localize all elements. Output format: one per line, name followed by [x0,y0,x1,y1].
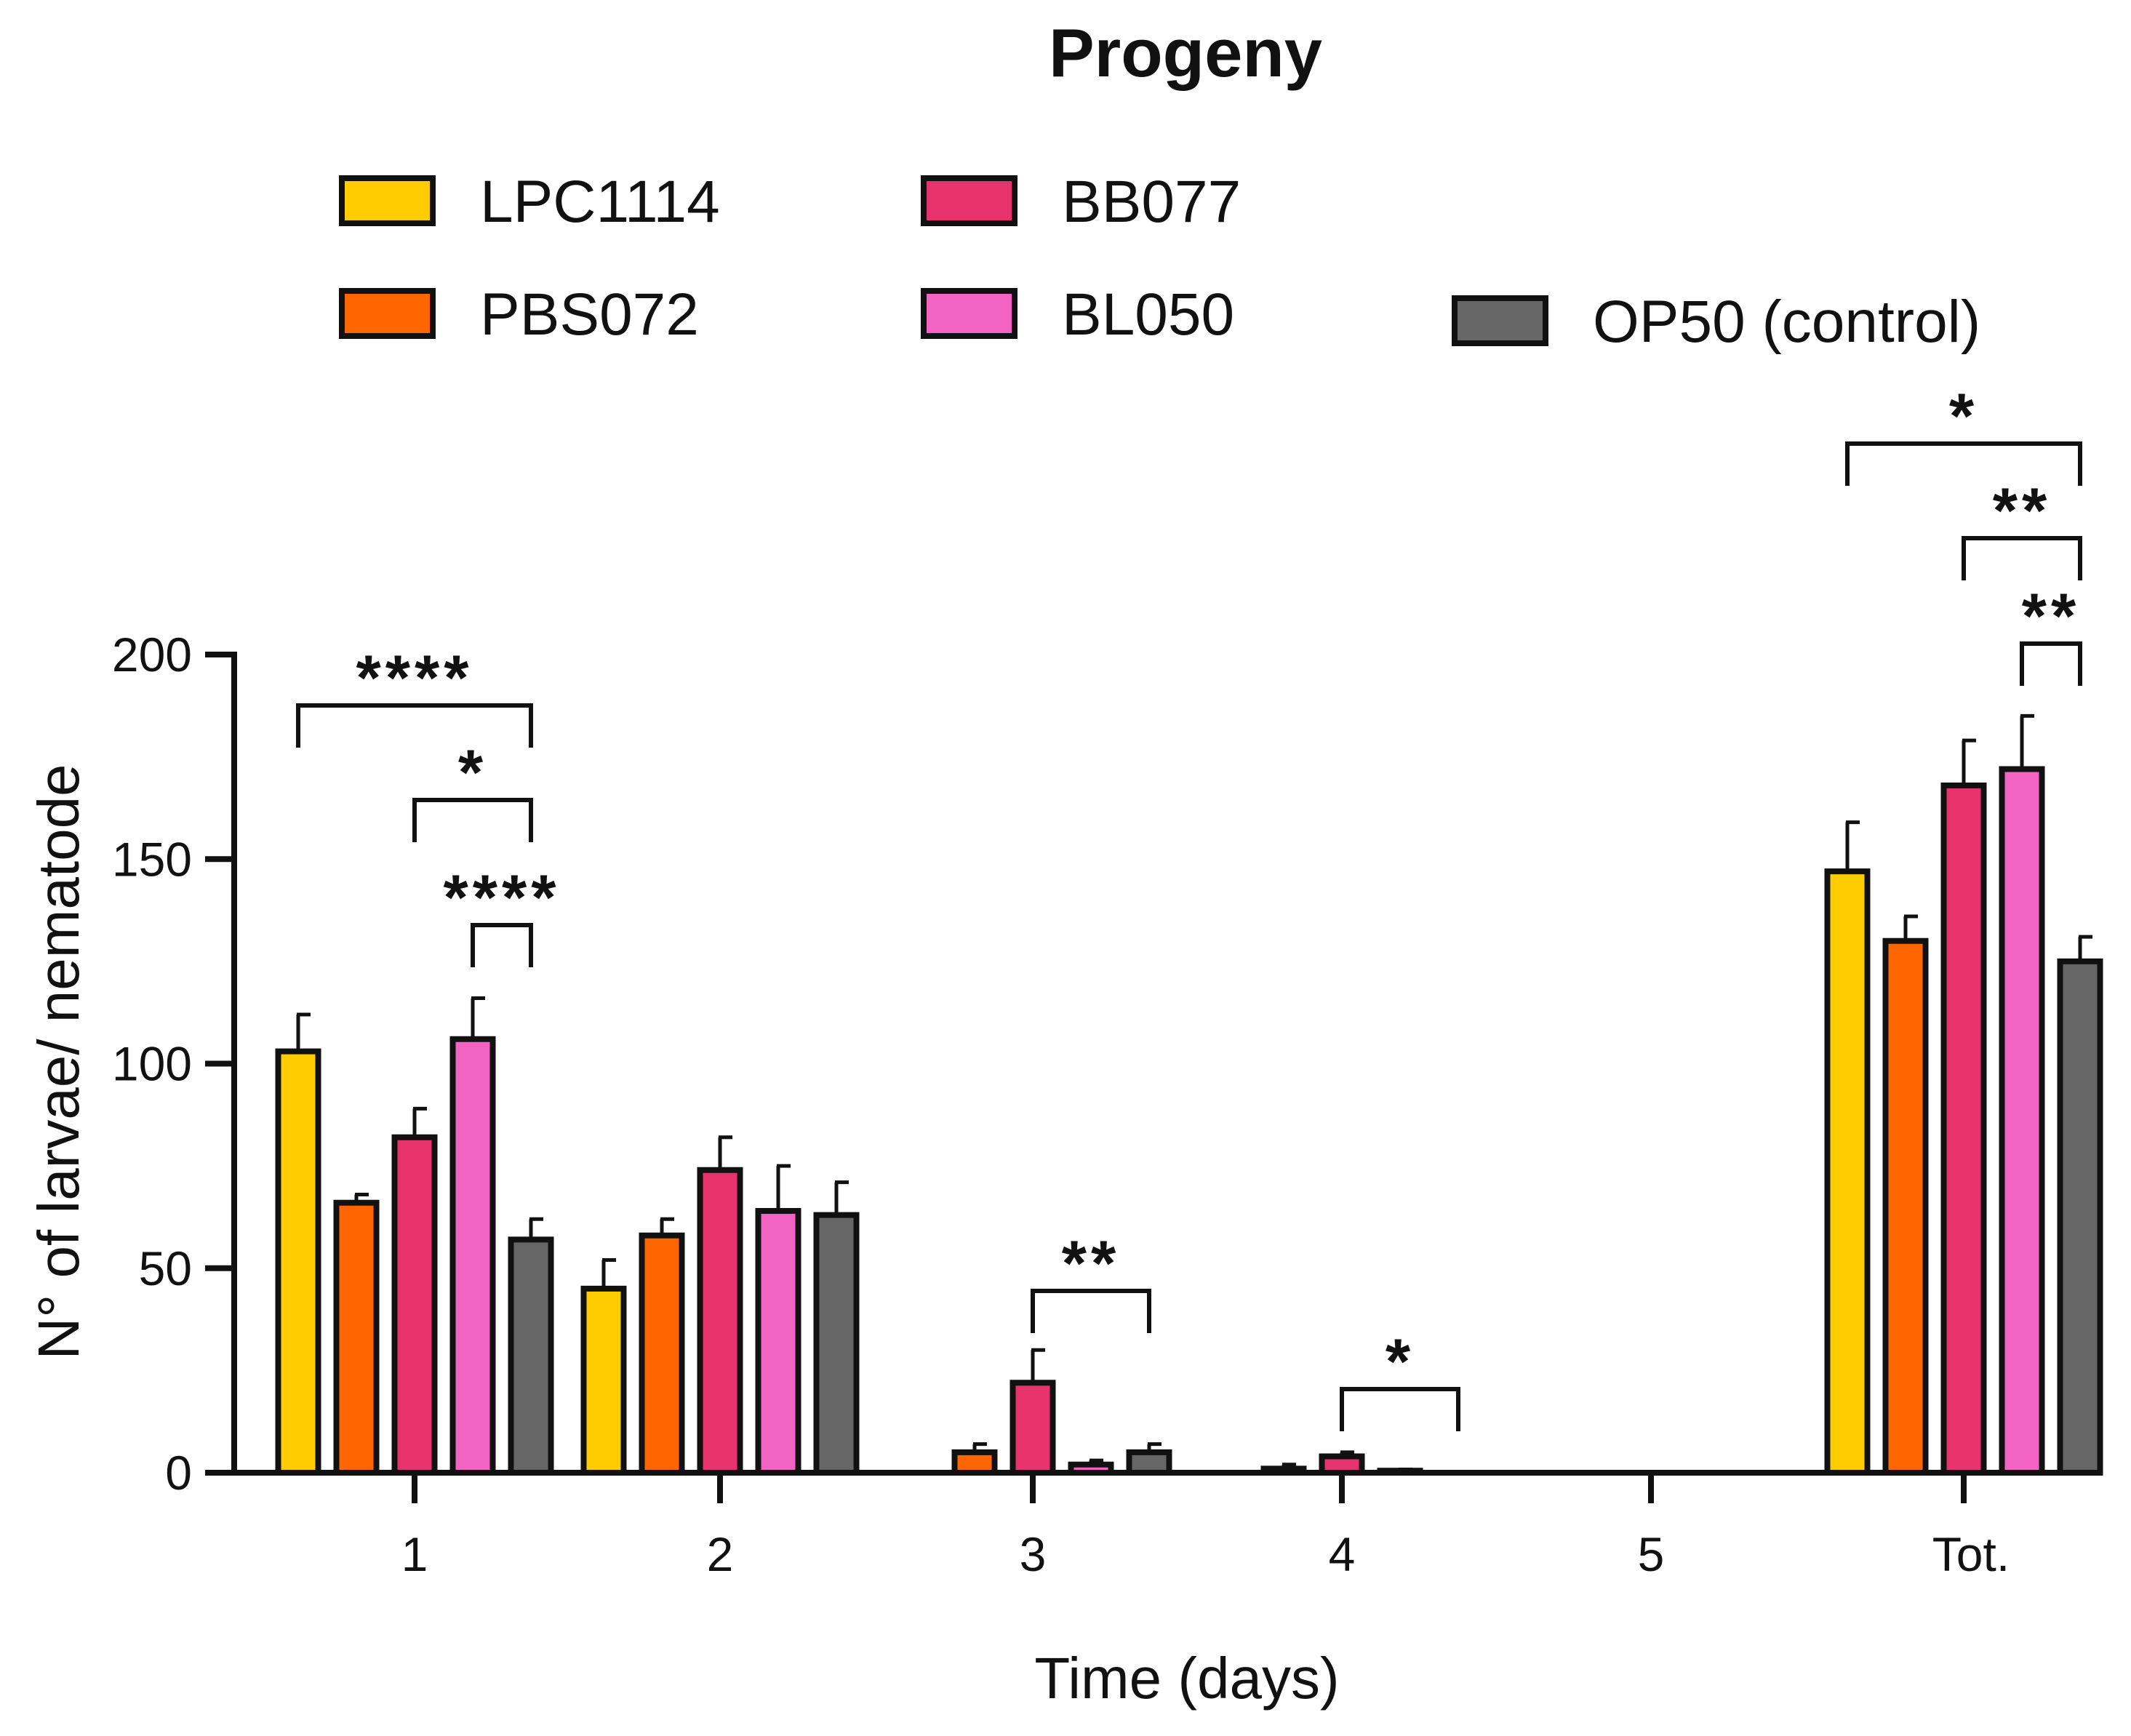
error-bar-bl050-3 [1089,1458,1103,1465]
error-bar-op50-control-1 [529,1217,543,1240]
significance-bracket-4-bb077: * [1340,1325,1460,1431]
error-bars-layer [296,713,2092,1471]
bar-bb077-2 [697,1167,743,1476]
y-tick-label-50: 50 [139,1241,192,1295]
error-bar-lpc1114-2 [601,1258,616,1289]
bar-op50-control-2 [813,1212,860,1476]
legend-label-bb077: BB077 [1062,169,1241,235]
significance-label: ** [2022,580,2081,652]
bar-bl050-tot [1999,766,2045,1476]
significance-line [2020,641,2082,686]
bar-pbs072-2 [639,1232,685,1476]
significance-bracket-1-bl050: **** [444,861,561,967]
legend-swatch-lpc1114 [339,175,436,226]
bar-bb077-tot [1940,783,1987,1476]
legend-item-op50-control: OP50 (control) [1452,289,1980,355]
error-bar-lpc1114-1 [296,1012,311,1052]
significance-bracket-tot-bl050: ** [2020,580,2082,686]
error-bar-bb077-4 [1340,1450,1354,1457]
bar-pbs072-3 [951,1449,998,1476]
x-tick-label-5: 5 [1638,1527,1665,1581]
bar-bb077-3 [1009,1380,1056,1476]
error-bar-bb077-1 [412,1106,427,1137]
error-bar-pbs072-tot [1903,914,1918,941]
x-tick-label-tot: Tot. [1932,1527,2010,1581]
bar-bl050-2 [755,1208,801,1476]
y-axis-label: N° of larvae/ nematode [26,764,91,1359]
bar-lpc1114-1 [275,1048,321,1476]
error-bar-bl050-tot [2020,713,2034,769]
legend: LPC1114 PBS072 BB077 BL050 OP50 (control) [339,169,1980,355]
legend-label-op50-control: OP50 (control) [1593,289,1980,355]
significance-label: * [1386,1325,1415,1397]
legend-swatch-bb077 [921,175,1017,226]
significance-label: ** [1993,474,2052,546]
x-tick-label-1: 1 [401,1527,428,1581]
chart-title: Progeny [1049,15,1322,91]
significance-bracket-1-bb077: * [412,736,533,842]
legend-label-pbs072: PBS072 [480,281,699,348]
significance-bracket-3-bb077: ** [1031,1227,1151,1333]
significance-line [296,703,533,748]
error-bar-op50-control-2 [834,1180,849,1215]
bar-op50-control-3 [1126,1449,1172,1476]
significance-label: **** [444,861,561,933]
error-bar-bb077-2 [718,1135,732,1170]
significance-line [1340,1387,1460,1431]
significance-line [1031,1289,1151,1333]
legend-item-bl050: BL050 [921,281,1234,348]
legend-item-lpc1114: LPC1114 [339,169,720,235]
x-tick-label-2: 2 [707,1527,734,1581]
significance-bracket-1-lpc1114: **** [296,641,533,748]
significance-layer: ***************** [296,380,2082,1431]
legend-item-pbs072: PBS072 [339,281,699,348]
x-axis-label: Time (days) [1034,1646,1339,1711]
error-bar-pbs072-2 [660,1217,674,1236]
bar-lpc1114-tot [1824,868,1871,1476]
significance-label: ** [1062,1227,1121,1299]
bar-bb077-1 [391,1134,438,1476]
bar-bl050-1 [449,1036,496,1476]
axes-layer: 0 50 100 150 200 1 2 3 4 5 Tot. [112,628,2095,1581]
y-tick-label-150: 150 [112,832,192,886]
y-tick-label-100: 100 [112,1037,192,1091]
error-bar-pbs072-4 [1282,1463,1296,1469]
legend-label-lpc1114: LPC1114 [480,169,720,235]
significance-label: **** [356,641,473,713]
legend-swatch-pbs072 [339,288,436,339]
legend-item-bb077: BB077 [921,169,1241,235]
y-tick-label-200: 200 [112,628,192,681]
significance-line [1962,536,2082,580]
bar-op50-control-tot [2057,958,2103,1476]
significance-line [471,923,533,967]
bar-pbs072-tot [1882,937,1929,1476]
legend-swatch-bl050 [921,288,1017,339]
significance-bracket-tot-bb077: ** [1962,474,2082,580]
bar-pbs072-1 [333,1199,380,1476]
error-bar-op50-control-3 [1147,1442,1162,1452]
significance-line [412,798,533,842]
significance-line [1845,441,2082,486]
x-tick-label-3: 3 [1020,1527,1047,1581]
y-tick-label-0: 0 [165,1446,192,1500]
significance-bracket-tot-lpc1114: * [1845,380,2082,486]
significance-label: * [458,736,487,808]
error-bar-bl050-2 [776,1164,791,1211]
bar-op50-control-1 [508,1236,554,1476]
bar-lpc1114-2 [580,1285,627,1476]
error-bar-pbs072-3 [972,1442,987,1452]
error-bar-bb077-tot [1962,738,1976,785]
error-bar-lpc1114-tot [1845,820,1860,872]
error-bar-pbs072-1 [354,1193,369,1203]
error-bar-bl050-1 [471,996,485,1039]
x-tick-label-4: 4 [1329,1527,1356,1581]
error-bar-op50-control-tot [2078,935,2092,961]
legend-swatch-op50-control [1452,295,1548,346]
legend-label-bl050: BL050 [1062,281,1234,348]
error-bar-bb077-3 [1031,1348,1045,1383]
significance-label: * [1949,380,1978,452]
